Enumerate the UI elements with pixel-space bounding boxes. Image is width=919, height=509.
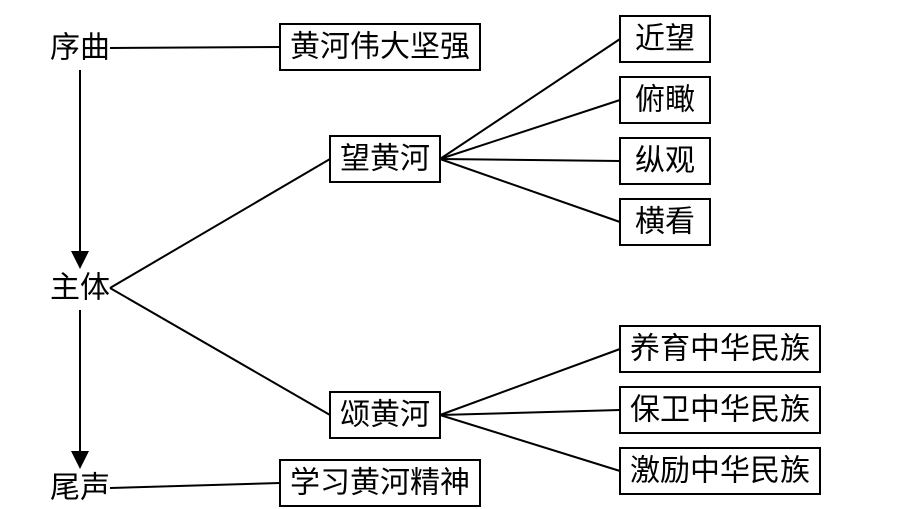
edge-wang-w4	[440, 159, 620, 222]
node-label-prelude: 序曲	[50, 32, 110, 65]
node-w4: 横看	[620, 199, 710, 245]
node-song: 颂黄河	[330, 392, 440, 438]
node-main: 主体	[50, 272, 110, 305]
node-prelude_box: 黄河伟大坚强	[280, 24, 480, 70]
node-label-coda: 尾声	[50, 472, 110, 505]
node-label-w3: 纵观	[635, 145, 695, 178]
node-s2: 保卫中华民族	[620, 387, 820, 433]
node-label-s2: 保卫中华民族	[630, 394, 810, 427]
node-prelude: 序曲	[50, 32, 110, 65]
node-label-wang: 望黄河	[340, 143, 430, 176]
node-wang: 望黄河	[330, 136, 440, 182]
node-label-main: 主体	[50, 272, 110, 305]
edge-prelude-prelude_box	[110, 47, 280, 48]
node-label-prelude_box: 黄河伟大坚强	[290, 31, 470, 64]
edge-song-s1	[440, 349, 620, 415]
edge-song-s2	[440, 410, 620, 415]
edge-coda-coda_box	[110, 483, 280, 488]
node-coda_box: 学习黄河精神	[280, 460, 480, 506]
edge-main-wang	[110, 159, 330, 288]
edge-wang-w3	[440, 159, 620, 161]
edge-main-song	[110, 288, 330, 415]
node-label-w4: 横看	[635, 206, 695, 239]
node-w3: 纵观	[620, 138, 710, 184]
node-s3: 激励中华民族	[620, 448, 820, 494]
node-label-s3: 激励中华民族	[630, 455, 810, 488]
node-coda: 尾声	[50, 472, 110, 505]
node-s1: 养育中华民族	[620, 326, 820, 372]
node-label-w2: 俯瞰	[635, 84, 695, 117]
edge-wang-w2	[440, 100, 620, 159]
node-w2: 俯瞰	[620, 77, 710, 123]
node-label-song: 颂黄河	[340, 399, 430, 432]
diagram-canvas: 序曲 黄河伟大坚强主体 望黄河颂黄河 近望俯瞰纵观横看养育中华民族保卫中华民族激励中华…	[0, 0, 919, 509]
node-w1: 近望	[620, 16, 710, 62]
node-label-w1: 近望	[635, 23, 695, 56]
node-label-coda_box: 学习黄河精神	[290, 467, 470, 500]
node-label-s1: 养育中华民族	[630, 333, 810, 366]
nodes-layer: 序曲 黄河伟大坚强主体 望黄河颂黄河 近望俯瞰纵观横看养育中华民族保卫中华民族激励中华…	[50, 16, 820, 506]
